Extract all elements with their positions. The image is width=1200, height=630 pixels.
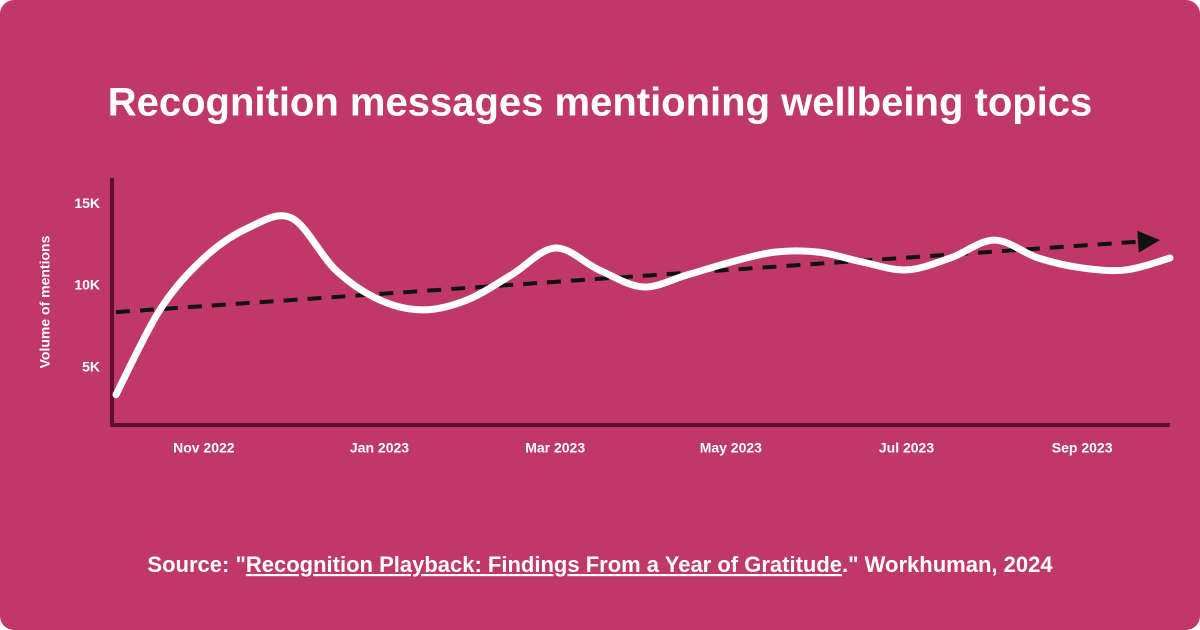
source-suffix: ." Workhuman, 2024 — [842, 552, 1053, 577]
data-line — [112, 212, 1174, 399]
x-tick-label: Jan 2023 — [350, 440, 409, 456]
x-tick-label: Mar 2023 — [525, 440, 585, 456]
x-tick-label: Nov 2022 — [173, 440, 235, 456]
y-tick-label: 10K — [74, 277, 100, 293]
y-tick-label: 15K — [74, 195, 100, 211]
source-note: Source: "Recognition Playback: Findings … — [147, 552, 1053, 577]
y-axis-label: Volume of mentions — [37, 235, 53, 368]
x-tick-label: Jul 2023 — [879, 440, 934, 456]
y-tick-label: 5K — [82, 358, 100, 374]
trend-arrow — [1137, 230, 1160, 253]
source-link[interactable]: Recognition Playback: Findings From a Ye… — [246, 552, 842, 577]
chart-title: Recognition messages mentioning wellbein… — [108, 81, 1093, 125]
trend-line — [115, 239, 1143, 315]
x-tick-label: Sep 2023 — [1052, 440, 1113, 456]
x-tick-label: May 2023 — [700, 440, 762, 456]
source-prefix: Source: " — [147, 552, 245, 577]
